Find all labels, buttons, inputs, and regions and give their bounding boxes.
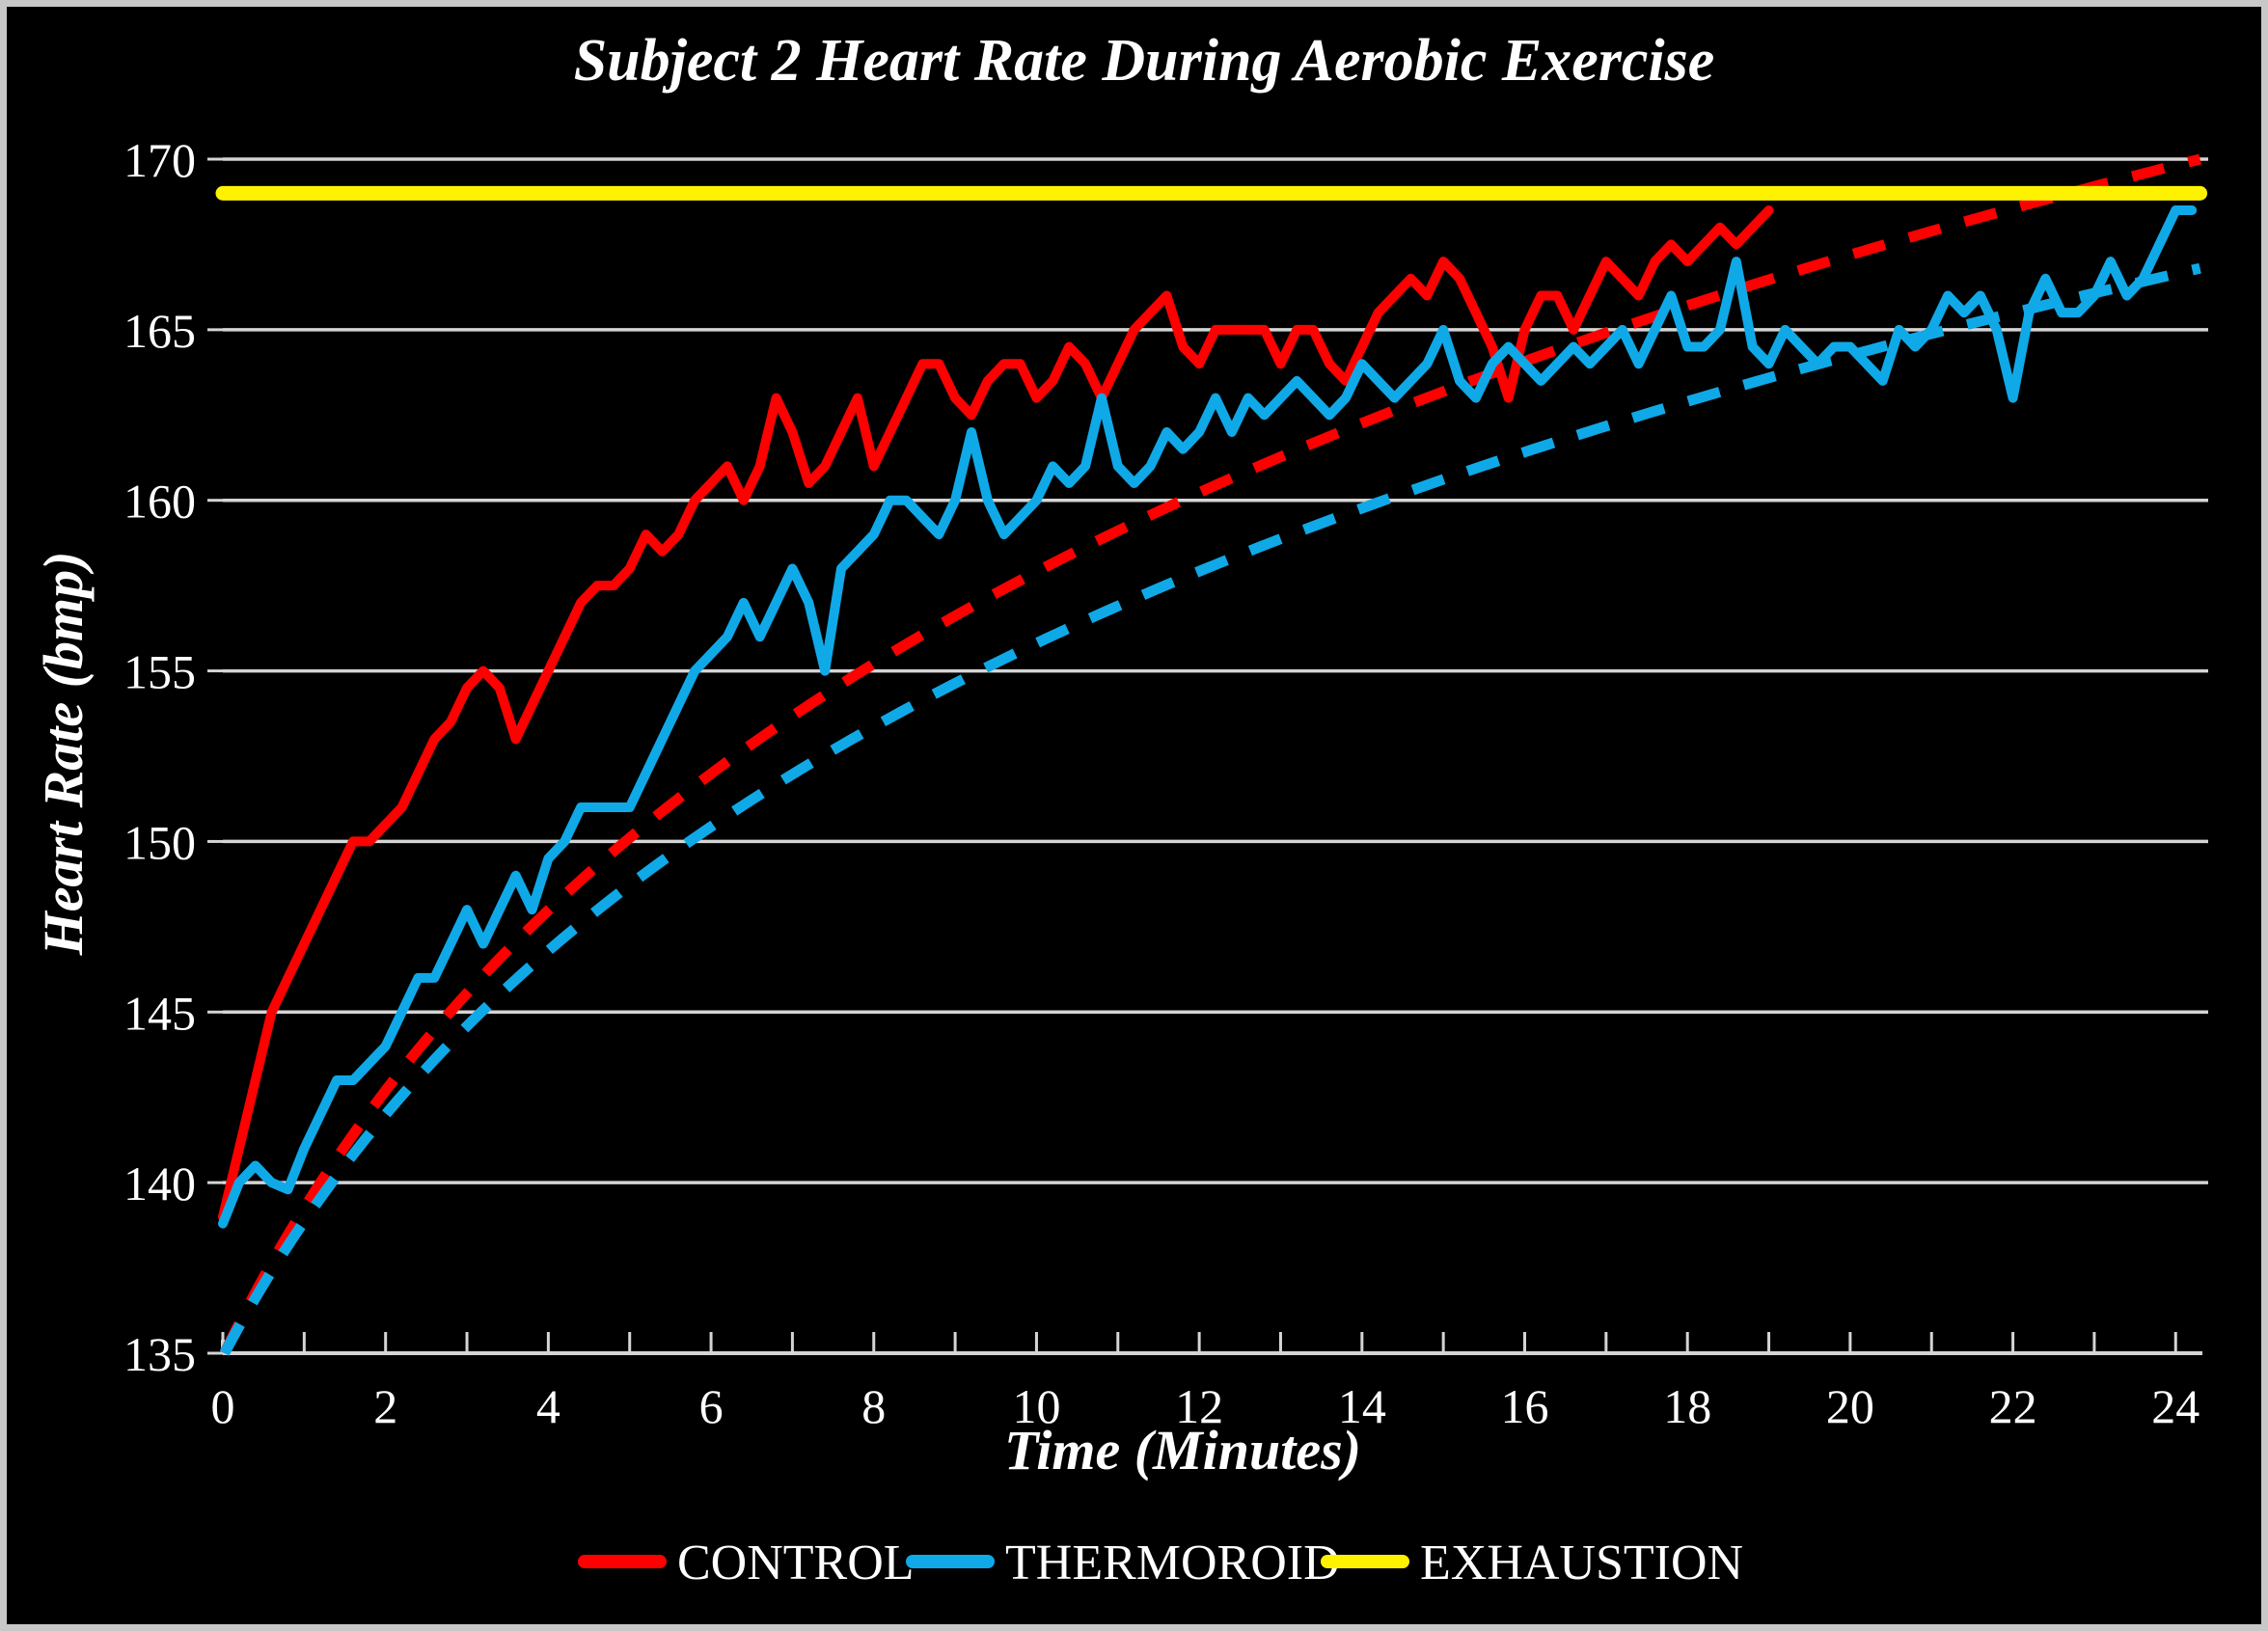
chart-title: Subject 2 Heart Rate During Aerobic Exer… (574, 28, 1715, 94)
y-axis-title: Heart Rate (bmp) (32, 552, 95, 957)
legend-item-exhaustion[interactable]: EXHAUSTION (1321, 1536, 1743, 1590)
legend-label-exhaustion: EXHAUSTION (1420, 1536, 1743, 1590)
series-line-control (218, 205, 1774, 1222)
gridlines (207, 157, 2208, 1355)
x-tick-label: 14 (1338, 1379, 1386, 1433)
legend-item-thermoroid[interactable]: THERMOROID (906, 1536, 1340, 1590)
x-tick-label: 10 (1012, 1379, 1060, 1433)
x-tick-label: 18 (1663, 1379, 1711, 1433)
x-axis-title: Time (Minutes) (1004, 1419, 1361, 1481)
trendlines (219, 153, 2201, 1356)
x-tick-label: 20 (1826, 1379, 1874, 1433)
y-tick-label: 150 (123, 815, 196, 869)
y-axis-tick-labels: 135 140 145 150 155 160 165 170 (123, 133, 196, 1381)
data-series (218, 205, 2198, 1229)
trendline-control (219, 153, 2201, 1356)
x-tick-label: 24 (2151, 1379, 2200, 1433)
legend-item-control[interactable]: CONTROL (578, 1536, 915, 1590)
x-tick-label: 6 (699, 1379, 724, 1433)
axis-lines (221, 1332, 2202, 1355)
legend-label-thermoroid: THERMOROID (1005, 1536, 1340, 1590)
legend-label-control: CONTROL (677, 1536, 915, 1590)
x-tick-label: 12 (1175, 1379, 1223, 1433)
x-axis-tick-labels: 0 2 4 6 8 10 12 14 16 18 20 22 24 (211, 1379, 2200, 1433)
y-tick-label: 170 (123, 133, 196, 187)
x-tick-label: 2 (373, 1379, 397, 1433)
x-tick-label: 16 (1501, 1379, 1549, 1433)
x-tick-label: 0 (211, 1379, 235, 1433)
series-line-thermoroid (218, 205, 2198, 1229)
x-tick-label: 22 (1989, 1379, 2037, 1433)
y-tick-label: 160 (123, 475, 196, 529)
trendline-thermoroid (219, 262, 2201, 1356)
x-tick-label: 8 (861, 1379, 886, 1433)
y-tick-label: 145 (123, 986, 196, 1040)
legend[interactable]: CONTROL THERMOROID EXHAUSTION (578, 1536, 1743, 1590)
y-tick-label: 140 (123, 1156, 196, 1210)
y-tick-label: 135 (123, 1327, 196, 1381)
chart-canvas: 135 140 145 150 155 160 165 170 0 2 4 6 8 10 12 14 16 18… (11, 11, 2257, 1620)
x-tick-label: 4 (536, 1379, 560, 1433)
y-tick-label: 155 (123, 645, 196, 699)
y-tick-label: 165 (123, 304, 196, 358)
